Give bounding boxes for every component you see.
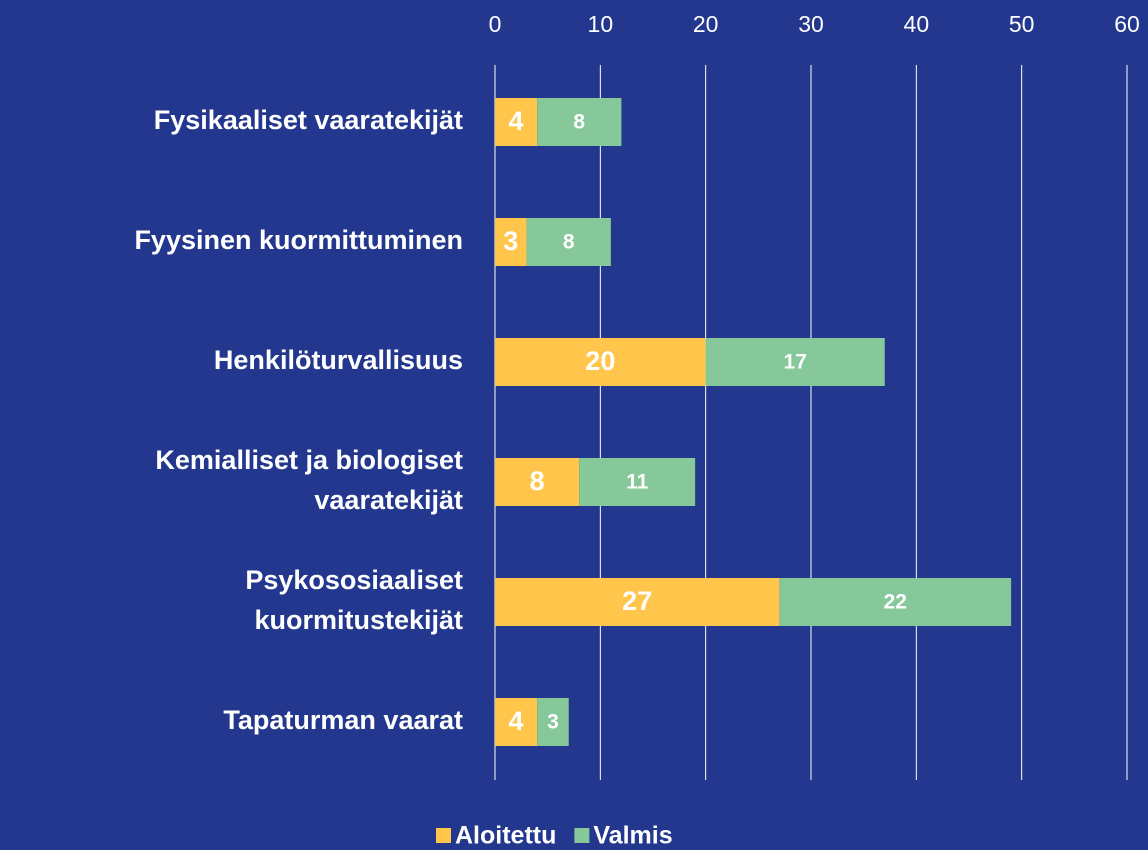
bar-segment [495, 338, 706, 386]
data-label: 20 [585, 346, 615, 376]
data-label: 11 [626, 471, 649, 494]
category-label: Fysikaaliset vaaratekijät [154, 105, 463, 135]
data-label: 3 [547, 711, 559, 734]
bar-segment [495, 218, 527, 266]
data-label: 4 [509, 706, 524, 736]
bar-segment [579, 458, 696, 506]
data-label: 4 [509, 106, 524, 136]
data-label: 8 [563, 231, 575, 254]
data-label: 17 [784, 351, 807, 374]
data-label: 8 [530, 466, 545, 496]
data-label: 22 [884, 591, 907, 614]
bar-segment [537, 698, 569, 746]
bar-segment [495, 578, 780, 626]
data-label: 3 [503, 226, 518, 256]
x-tick-label: 40 [904, 11, 930, 37]
legend-swatch [574, 828, 590, 843]
category-label: Tapaturman vaarat [223, 705, 463, 735]
x-tick-label: 60 [1114, 11, 1140, 37]
bar-segment [705, 338, 885, 386]
bar-segment [495, 698, 538, 746]
x-tick-label: 0 [489, 11, 502, 37]
category-label: Henkilöturvallisuus [214, 345, 463, 375]
x-tick-label: 10 [588, 11, 614, 37]
bar-segment [537, 98, 622, 146]
bar-segment [526, 218, 611, 266]
category-label: Psykososiaaliset kuormitustekijät [245, 565, 463, 635]
data-label: 27 [622, 586, 652, 616]
legend-label: Aloitettu [455, 822, 556, 850]
x-tick-label: 20 [693, 11, 719, 37]
bar-segment [495, 458, 580, 506]
x-tick-label: 50 [1009, 11, 1035, 37]
category-label: Fyysinen kuormittuminen [134, 225, 463, 255]
category-label: Kemialliset ja biologiset vaaratekijät [155, 445, 463, 515]
bar-segment [495, 98, 538, 146]
data-label: 8 [573, 111, 585, 134]
legend-label: Valmis [593, 822, 672, 850]
legend-swatch [436, 828, 451, 843]
bar-segment [779, 578, 1012, 626]
x-tick-label: 30 [798, 11, 824, 37]
